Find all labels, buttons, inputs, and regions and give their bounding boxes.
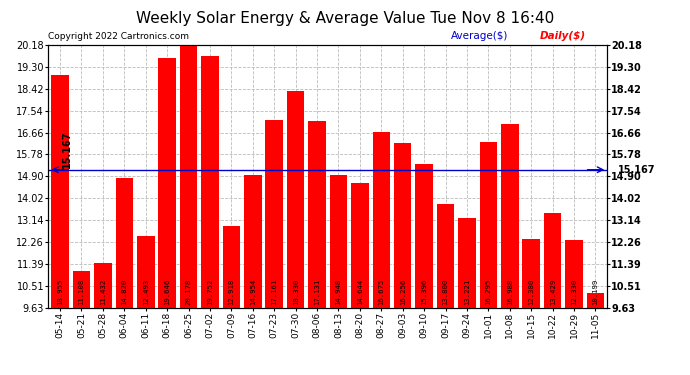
Text: 12.380: 12.380 [528,278,534,304]
Text: 14.954: 14.954 [250,278,256,304]
Bar [565,240,583,308]
Bar [223,226,240,308]
Bar [544,213,562,308]
Bar [137,236,155,308]
Bar [330,175,347,308]
Bar [287,91,304,308]
Bar [51,75,69,308]
Bar [266,120,283,308]
Bar [394,142,411,308]
Text: Weekly Solar Energy & Average Value Tue Nov 8 16:40: Weekly Solar Energy & Average Value Tue … [136,11,554,26]
Bar [201,56,219,308]
Text: Daily($): Daily($) [540,31,586,41]
Text: 19.646: 19.646 [164,278,170,304]
Bar [351,183,368,308]
Text: 18.330: 18.330 [293,278,299,304]
Text: 13.429: 13.429 [550,278,555,304]
Text: 10.199: 10.199 [593,278,598,304]
Bar [159,58,176,308]
Text: 15.396: 15.396 [421,278,427,304]
Text: 16.675: 16.675 [378,278,384,304]
Text: 19.752: 19.752 [207,278,213,304]
Text: 15.167: 15.167 [618,165,656,175]
Text: 13.221: 13.221 [464,278,470,304]
Bar [308,121,326,308]
Text: 11.432: 11.432 [100,278,106,304]
Text: 16.295: 16.295 [485,278,491,304]
Text: 12.918: 12.918 [228,278,235,304]
Text: 20.178: 20.178 [186,278,192,304]
Text: 12.493: 12.493 [143,278,149,304]
Text: 14.948: 14.948 [335,278,342,304]
Text: 14.820: 14.820 [121,278,128,304]
Bar [437,204,454,308]
Text: 16.256: 16.256 [400,278,406,304]
Bar [458,218,475,308]
Text: 17.161: 17.161 [271,278,277,304]
Text: 16.988: 16.988 [506,278,513,304]
Bar [180,45,197,308]
Bar [373,132,390,308]
Text: 17.131: 17.131 [314,278,320,304]
Bar [115,178,133,308]
Text: 15.167: 15.167 [62,130,72,168]
Text: Average($): Average($) [451,31,508,41]
Bar [501,124,519,308]
Bar [244,175,262,308]
Text: Copyright 2022 Cartronics.com: Copyright 2022 Cartronics.com [48,32,189,41]
Bar [94,262,112,308]
Text: 18.955: 18.955 [57,278,63,304]
Text: 14.644: 14.644 [357,278,363,304]
Bar [586,293,604,308]
Bar [480,142,497,308]
Bar [72,271,90,308]
Text: 11.108: 11.108 [79,278,84,304]
Text: 12.330: 12.330 [571,278,577,304]
Bar [415,164,433,308]
Bar [522,239,540,308]
Text: 13.800: 13.800 [442,278,448,304]
